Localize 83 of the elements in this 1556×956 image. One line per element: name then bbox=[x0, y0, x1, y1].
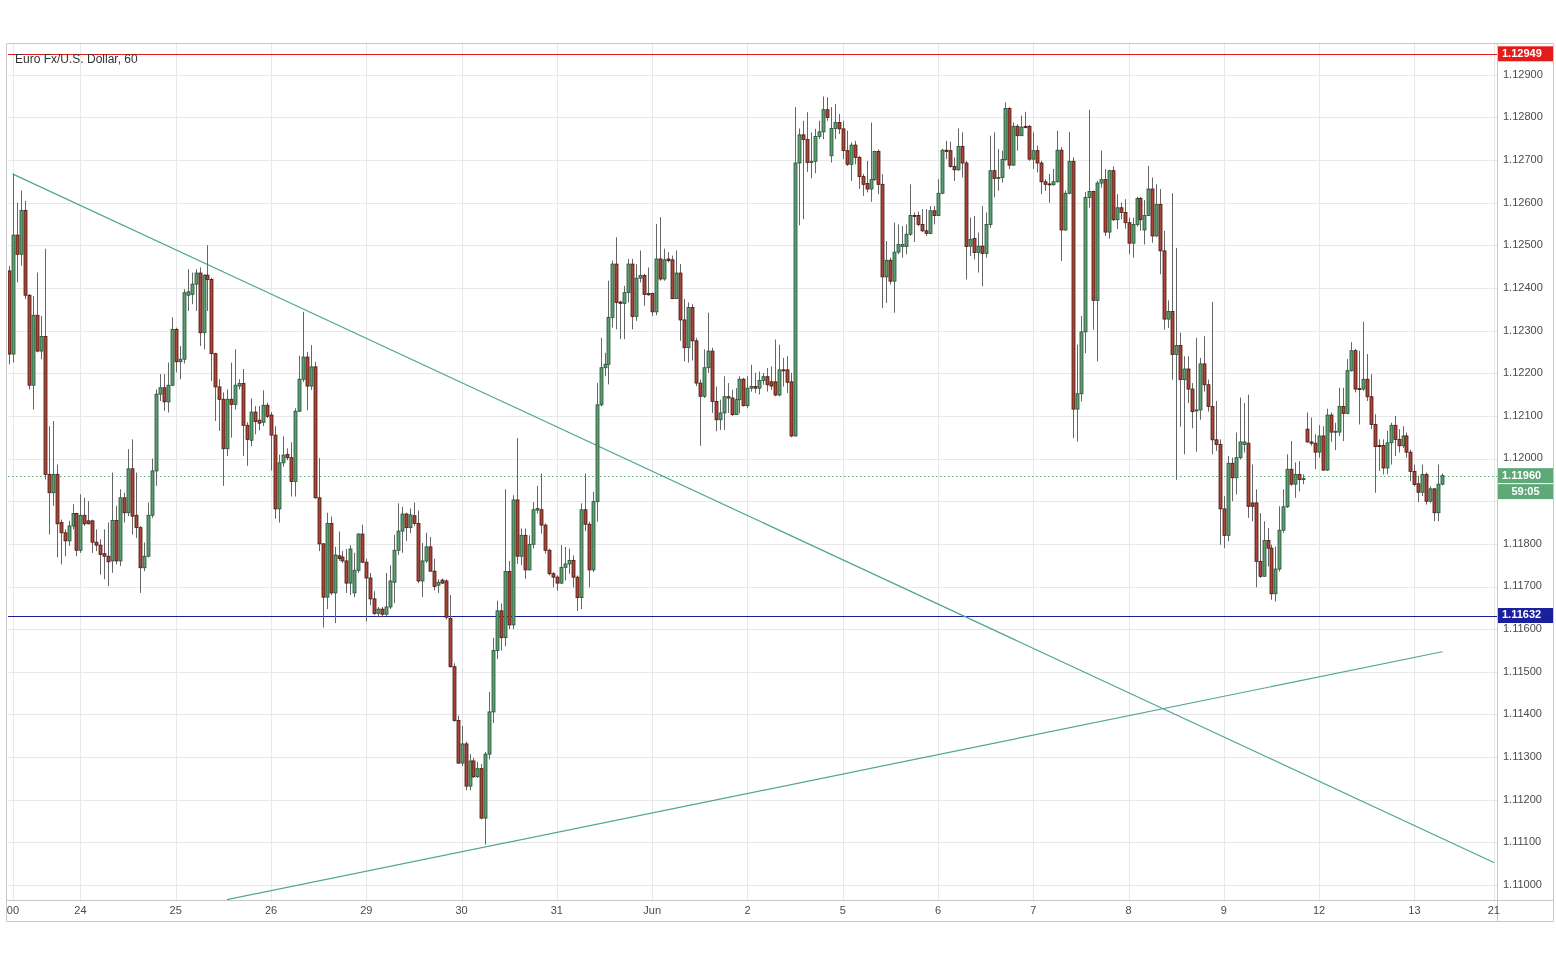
x-tick-label: 13 bbox=[1408, 903, 1421, 916]
y-tick-label: 1.11200 bbox=[1503, 792, 1542, 805]
candlestick bbox=[928, 205, 933, 235]
candlestick bbox=[1182, 355, 1187, 455]
y-tick-label: 1.12300 bbox=[1503, 323, 1543, 336]
candlestick bbox=[1031, 131, 1036, 170]
y-tick-label: 1.11500 bbox=[1503, 664, 1542, 677]
candlestick bbox=[39, 315, 44, 360]
candlestick bbox=[900, 225, 905, 259]
x-tick-label: 24 bbox=[74, 903, 87, 916]
candlestick bbox=[821, 95, 826, 140]
x-tick-label: 21 bbox=[1487, 903, 1500, 916]
candlestick bbox=[229, 362, 234, 439]
candlestick bbox=[1305, 412, 1310, 444]
candlestick bbox=[658, 216, 663, 282]
candlestick bbox=[992, 131, 997, 199]
candlestick bbox=[400, 506, 405, 554]
x-tick-label: 8 bbox=[1125, 903, 1132, 916]
candlestick bbox=[253, 405, 258, 435]
y-tick-label: 1.11300 bbox=[1503, 750, 1542, 763]
candlestick bbox=[865, 160, 870, 193]
candlestick bbox=[924, 208, 929, 237]
ref-line-label: 1.12949 bbox=[1502, 46, 1542, 59]
x-tick-label: 7 bbox=[1030, 903, 1037, 916]
y-tick-label: 1.11000 bbox=[1503, 877, 1542, 890]
x-tick-label: 2 bbox=[744, 903, 751, 916]
x-tick-label: Jun bbox=[643, 903, 662, 916]
x-tick-label: 30 bbox=[455, 903, 468, 916]
x-tick-label: 6 bbox=[934, 903, 942, 916]
candlestick bbox=[404, 512, 409, 542]
x-tick-label: 9 bbox=[1220, 903, 1227, 916]
candlestick bbox=[309, 344, 314, 391]
y-tick-label: 1.12400 bbox=[1503, 280, 1543, 293]
x-tick-label: 5 bbox=[839, 903, 846, 916]
y-tick-label: 1.12200 bbox=[1503, 366, 1543, 379]
ref-line-label: 1.11632 bbox=[1502, 608, 1542, 621]
x-tick-label: 00 bbox=[6, 903, 20, 916]
candlestick bbox=[460, 725, 465, 767]
candlestick bbox=[122, 492, 127, 524]
candlestick bbox=[726, 382, 731, 414]
candlestick bbox=[1166, 299, 1171, 329]
candlestick bbox=[1293, 461, 1298, 499]
candlestick bbox=[90, 519, 95, 554]
candlestick bbox=[51, 420, 56, 507]
y-tick-label: 1.12000 bbox=[1503, 451, 1543, 464]
y-tick-label: 1.12800 bbox=[1503, 110, 1543, 123]
y-tick-label: 1.12900 bbox=[1503, 67, 1543, 80]
x-tick-label: 26 bbox=[264, 903, 278, 916]
y-tick-label: 1.11800 bbox=[1503, 536, 1542, 549]
candlestick bbox=[106, 522, 111, 587]
ref-line-label: 1.11960 bbox=[1502, 468, 1542, 481]
candlestick bbox=[519, 528, 524, 566]
y-tick-label: 1.11400 bbox=[1503, 707, 1542, 720]
candlestick bbox=[976, 232, 981, 274]
candlestick bbox=[968, 217, 973, 257]
candlestick bbox=[194, 268, 199, 312]
x-tick-label: 29 bbox=[360, 903, 373, 916]
candlestick bbox=[722, 375, 727, 431]
candlestick bbox=[1230, 457, 1235, 502]
candlestick bbox=[781, 357, 786, 387]
candlestick bbox=[884, 240, 889, 304]
x-tick-label: 25 bbox=[169, 903, 182, 916]
y-tick-label: 1.12500 bbox=[1503, 238, 1543, 251]
candlestick bbox=[563, 546, 568, 582]
text: 59:05 bbox=[1511, 484, 1540, 497]
y-tick-label: 1.12100 bbox=[1503, 408, 1543, 421]
y-tick-label: 1.11700 bbox=[1503, 579, 1542, 592]
candlestick bbox=[1381, 438, 1386, 475]
candlestick bbox=[753, 372, 758, 394]
candlestick bbox=[996, 148, 1001, 192]
candlestick bbox=[932, 205, 937, 225]
candlestick bbox=[1019, 115, 1024, 137]
candlestick bbox=[15, 202, 20, 283]
x-tick-label: 31 bbox=[550, 903, 563, 916]
candlestick bbox=[1393, 415, 1398, 457]
y-tick-label: 1.12600 bbox=[1503, 195, 1543, 208]
y-tick-label: 1.12700 bbox=[1503, 152, 1543, 165]
text: Euro Fx/U.S. Dollar, 60 bbox=[15, 52, 139, 67]
candlestick bbox=[809, 131, 814, 179]
candlestick bbox=[162, 373, 167, 412]
y-tick-label: 1.11600 bbox=[1503, 622, 1542, 635]
x-tick-label: 12 bbox=[1313, 903, 1326, 916]
y-tick-label: 1.11100 bbox=[1503, 835, 1542, 848]
